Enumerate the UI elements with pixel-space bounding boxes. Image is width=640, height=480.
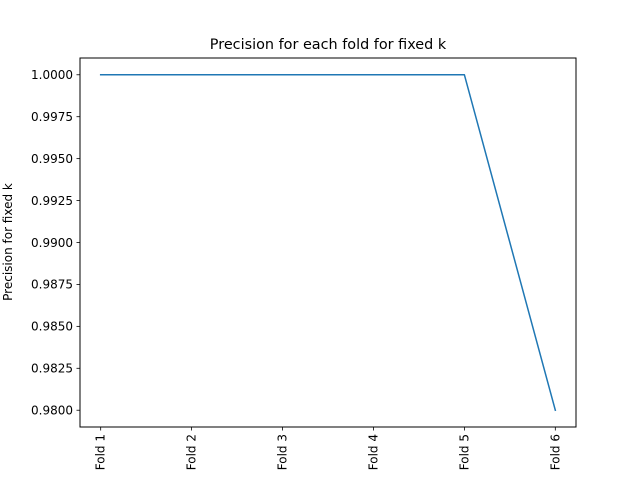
y-axis-title: Precision for fixed k — [1, 183, 15, 301]
x-tick-label: Fold 2 — [185, 434, 199, 470]
plot-frame — [79, 57, 577, 428]
x-tick-label: Fold 1 — [94, 434, 108, 470]
x-tick-label: Fold 5 — [457, 434, 471, 470]
x-axis-ticks: Fold 1 Fold 2 Fold 3 Fold 4 Fold 5 Fold 6 — [94, 427, 562, 470]
y-tick-label: 1.0000 — [31, 68, 73, 82]
y-tick-label: 0.9875 — [31, 278, 73, 292]
x-tick-label: Fold 4 — [366, 434, 380, 470]
chart-title: Precision for each fold for fixed k — [210, 37, 447, 53]
y-tick-label: 0.9975 — [31, 110, 73, 124]
x-tick-label: Fold 3 — [276, 434, 290, 470]
y-tick-label: 0.9825 — [31, 362, 73, 376]
series-line-0 — [99, 74, 557, 412]
y-tick-label: 0.9950 — [31, 152, 73, 166]
y-tick-label: 0.9900 — [31, 236, 73, 250]
y-tick-label: 0.9850 — [31, 320, 73, 334]
series-layer — [99, 74, 557, 412]
y-axis-ticks: 0.9800 0.9825 0.9850 0.9875 0.9900 0.9925 0.99… — [31, 68, 80, 418]
y-tick-label: 0.9925 — [31, 194, 73, 208]
y-tick-label: 0.9800 — [31, 404, 73, 418]
x-tick-label: Fold 6 — [548, 434, 562, 470]
plot-area — [80, 58, 576, 427]
